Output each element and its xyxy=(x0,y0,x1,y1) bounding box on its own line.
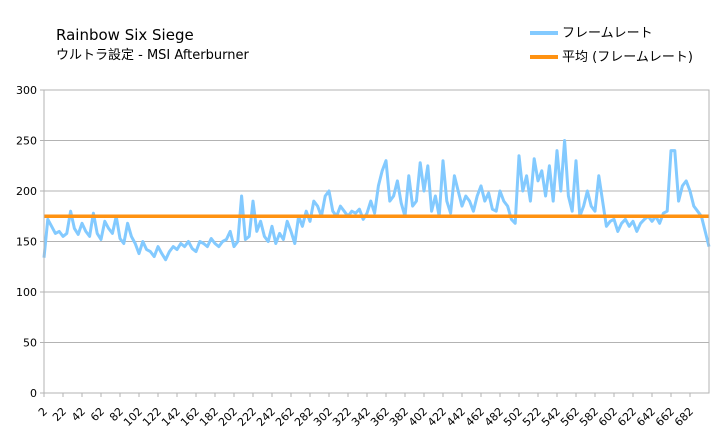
x-tick-label-142: 142 xyxy=(159,405,183,429)
y-tick-label-300: 300 xyxy=(16,84,37,97)
x-tick-label-382: 382 xyxy=(387,405,411,429)
x-axis-ticks: 2 22 42 62 821021221421621822022222422622823… xyxy=(36,393,696,429)
x-tick-label-182: 182 xyxy=(197,405,221,429)
x-tick-label-582: 582 xyxy=(577,405,601,429)
legend: フレームレート 平均 (フレームレート) xyxy=(530,26,693,65)
x-tick-label-342: 342 xyxy=(349,405,373,429)
y-axis-ticks: 0 50 100 150 200 250 300 xyxy=(16,84,44,400)
x-tick-label-222: 222 xyxy=(235,405,259,429)
x-tick-label-502: 502 xyxy=(501,405,525,429)
x-tick-label-62: 62 xyxy=(88,405,107,424)
x-tick-label-42: 42 xyxy=(69,405,88,424)
x-tick-label-102: 102 xyxy=(121,405,145,429)
x-tick-label-242: 242 xyxy=(254,405,278,429)
y-tick-label-250: 250 xyxy=(16,135,37,148)
x-tick-label-602: 602 xyxy=(596,405,620,429)
x-tick-label-442: 442 xyxy=(444,405,468,429)
x-tick-label-682: 682 xyxy=(672,405,696,429)
x-tick-label-322: 322 xyxy=(330,405,354,429)
y-tick-label-200: 200 xyxy=(16,185,37,198)
x-tick-label-562: 562 xyxy=(558,405,582,429)
x-tick-label-462: 462 xyxy=(463,405,487,429)
series-line-0 xyxy=(42,139,711,262)
x-tick-label-542: 542 xyxy=(539,405,563,429)
x-tick-label-402: 402 xyxy=(406,405,430,429)
chart-title: Rainbow Six Siege xyxy=(56,26,194,44)
x-tick-label-362: 362 xyxy=(368,405,392,429)
y-tick-label-100: 100 xyxy=(16,286,37,299)
y-tick-label-0: 0 xyxy=(30,387,37,400)
y-tick-label-150: 150 xyxy=(16,236,37,249)
x-tick-label-522: 522 xyxy=(520,405,544,429)
x-tick-label-202: 202 xyxy=(216,405,240,429)
x-tick-label-302: 302 xyxy=(311,405,335,429)
plot-area-frame xyxy=(43,89,710,394)
y-tick-label-50: 50 xyxy=(23,337,37,350)
legend-label-framerate: フレームレート xyxy=(562,26,653,41)
x-tick-label-662: 662 xyxy=(653,405,677,429)
x-tick-label-22: 22 xyxy=(50,405,69,424)
x-tick-label-282: 282 xyxy=(292,405,316,429)
x-tick-label-642: 642 xyxy=(634,405,658,429)
x-tick-label-162: 162 xyxy=(178,405,202,429)
chart-subtitle: ウルトラ設定 - MSI Afterburner xyxy=(56,47,249,63)
x-tick-label-482: 482 xyxy=(482,405,506,429)
x-tick-label-122: 122 xyxy=(140,405,164,429)
x-tick-label-422: 422 xyxy=(425,405,449,429)
x-tick-label-2: 2 xyxy=(36,405,50,419)
legend-label-average: 平均 (フレームレート) xyxy=(562,50,693,65)
x-tick-label-622: 622 xyxy=(615,405,639,429)
series-layer xyxy=(42,139,711,262)
x-tick-label-262: 262 xyxy=(273,405,297,429)
